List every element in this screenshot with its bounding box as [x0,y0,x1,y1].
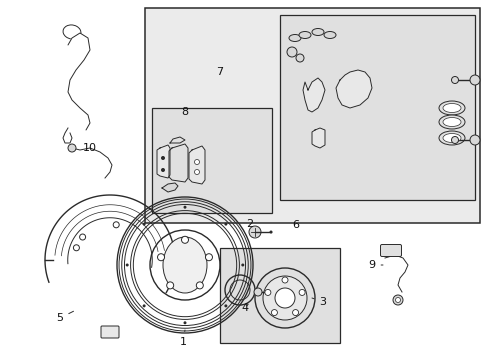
Polygon shape [335,70,371,108]
Polygon shape [311,128,325,148]
Circle shape [264,289,270,296]
Circle shape [80,234,85,240]
Circle shape [73,245,79,251]
Ellipse shape [288,35,301,41]
Circle shape [299,289,305,296]
Circle shape [113,222,119,228]
Circle shape [194,170,199,175]
Ellipse shape [438,131,464,145]
Circle shape [269,230,272,234]
Ellipse shape [311,28,324,36]
Ellipse shape [438,101,464,115]
Text: 10: 10 [83,143,97,153]
Ellipse shape [442,134,460,143]
Circle shape [68,144,76,152]
Circle shape [286,47,296,57]
FancyBboxPatch shape [380,244,401,256]
Bar [152,108,271,213]
Circle shape [183,321,186,324]
Circle shape [469,135,479,145]
Circle shape [392,295,402,305]
Text: 4: 4 [241,303,248,313]
Text: 2: 2 [246,219,253,229]
Text: 9: 9 [367,260,382,270]
Ellipse shape [442,117,460,126]
Ellipse shape [163,237,206,293]
Ellipse shape [298,31,310,39]
Circle shape [254,268,314,328]
Circle shape [161,156,164,160]
Circle shape [166,282,173,289]
Circle shape [274,288,294,308]
Text: 7: 7 [216,67,223,77]
Circle shape [224,222,227,226]
Circle shape [450,136,458,144]
Text: 8: 8 [181,107,188,117]
Circle shape [248,226,261,238]
Polygon shape [157,145,170,178]
Text: 3: 3 [311,297,326,307]
Ellipse shape [324,31,335,39]
Ellipse shape [438,115,464,129]
Circle shape [295,54,304,62]
Circle shape [125,264,128,266]
Circle shape [196,282,203,289]
Polygon shape [169,144,187,182]
Circle shape [263,276,306,320]
Circle shape [253,288,262,296]
Circle shape [241,264,244,266]
Circle shape [205,254,212,261]
Bar [280,15,474,200]
FancyBboxPatch shape [101,326,119,338]
Text: 6: 6 [292,220,299,230]
Bar [220,248,339,343]
Polygon shape [189,146,204,184]
Circle shape [282,277,287,283]
Bar [145,8,479,223]
Circle shape [157,254,164,261]
Polygon shape [303,78,325,112]
Circle shape [469,75,479,85]
Text: 1: 1 [179,330,186,347]
Circle shape [181,236,188,243]
Circle shape [395,297,400,302]
Circle shape [224,304,227,307]
Ellipse shape [442,104,460,112]
Circle shape [292,310,298,316]
Circle shape [271,310,277,316]
Circle shape [161,168,164,172]
Text: 5: 5 [57,311,73,323]
Circle shape [142,222,145,226]
Circle shape [194,159,199,165]
Circle shape [450,77,458,84]
Circle shape [183,206,186,209]
Polygon shape [162,183,178,192]
Circle shape [142,304,145,307]
